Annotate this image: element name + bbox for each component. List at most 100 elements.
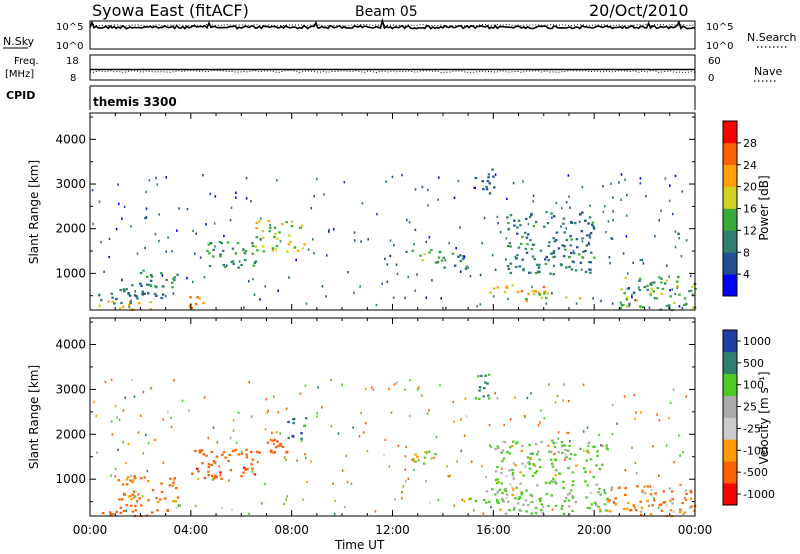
velocity-cell — [501, 441, 505, 444]
velocity-cell — [273, 442, 275, 445]
power-cell — [688, 290, 691, 293]
velocity-cell — [274, 446, 278, 449]
velocity-cell — [429, 501, 431, 504]
velocity-cell — [127, 442, 130, 446]
power-cell — [531, 255, 535, 258]
velocity-cell — [286, 450, 289, 453]
power-cell — [660, 277, 663, 280]
power-cbar-swatch — [723, 274, 737, 297]
velocity-cell — [682, 512, 685, 515]
velocity-cell — [132, 490, 136, 493]
power-cell — [223, 265, 227, 269]
velocity-cell — [668, 487, 672, 490]
power-cell — [444, 259, 447, 262]
power-cell — [240, 263, 243, 266]
velocity-cell — [542, 505, 544, 509]
power-cell — [668, 304, 671, 307]
velocity-cell — [511, 469, 515, 472]
velocity-cell — [421, 394, 423, 397]
power-cell — [507, 228, 510, 231]
power-cell — [646, 284, 649, 287]
velocity-cell — [232, 419, 235, 422]
power-cell — [381, 282, 383, 285]
power-cbar-swatch — [723, 121, 737, 144]
power-cell — [674, 230, 677, 233]
power-cell — [570, 268, 574, 271]
velocity-cell — [623, 395, 626, 398]
power-cell — [389, 239, 392, 242]
velocity-cell — [484, 381, 487, 384]
power-cell — [481, 242, 483, 245]
velocity-cell — [212, 426, 215, 429]
velocity-cell — [511, 486, 514, 489]
velocity-cell — [605, 444, 608, 447]
power-cell — [310, 206, 313, 210]
velocity-cell — [673, 460, 676, 464]
velocity-cell — [250, 415, 253, 418]
velocity-cell — [133, 395, 136, 398]
power-cell — [158, 239, 160, 243]
power-cell — [264, 285, 266, 288]
power-cell — [361, 202, 364, 205]
velocity-cell — [478, 389, 481, 392]
power-cell — [414, 228, 417, 232]
power-cell — [328, 228, 330, 231]
power-cell — [113, 302, 116, 305]
power-cell — [676, 286, 679, 290]
velocity-cell — [501, 449, 505, 452]
power-cell — [620, 304, 623, 307]
velocity-cell — [426, 451, 428, 455]
power-cell — [111, 300, 114, 303]
velocity-cell — [646, 485, 650, 488]
power-cbar-swatch — [723, 208, 737, 231]
velocity-cell — [561, 505, 564, 508]
velocity-cell — [614, 497, 617, 500]
power-cell — [98, 200, 101, 203]
power-cell — [273, 235, 276, 239]
velocity-cell — [488, 424, 491, 427]
power-cell — [156, 286, 158, 289]
velocity-cell — [679, 483, 682, 486]
power-cell — [332, 228, 335, 231]
power-cell — [125, 288, 128, 291]
power-cell — [442, 256, 445, 259]
velocity-cell — [384, 438, 387, 441]
power-cell — [584, 219, 587, 222]
velocity-cell — [360, 412, 362, 415]
velocity-cell — [211, 478, 214, 481]
power-cell — [312, 238, 314, 241]
power-cell — [416, 273, 418, 276]
velocity-cell — [334, 499, 336, 503]
velocity-cell — [305, 456, 307, 460]
velocity-cell — [285, 458, 287, 461]
velocity-cell — [468, 497, 471, 501]
velocity-cell — [516, 441, 519, 444]
velocity-cell — [416, 456, 419, 459]
power-frame — [89, 112, 696, 311]
velocity-cell — [669, 509, 673, 512]
power-cell — [120, 301, 123, 305]
velocity-cell — [410, 458, 414, 461]
velocity-cell — [552, 441, 554, 444]
velocity-cell — [207, 474, 210, 477]
velocity-cell — [316, 411, 319, 415]
power-cbar-swatch — [723, 252, 737, 275]
velocity-cell — [504, 487, 508, 490]
power-cell — [671, 288, 674, 291]
velocity-cell — [388, 465, 391, 468]
velocity-cell — [520, 449, 523, 452]
velocity-cell — [598, 433, 600, 436]
velocity-cell — [571, 509, 574, 513]
velocity-cell — [110, 420, 113, 423]
power-cell — [534, 272, 538, 275]
power-cell — [507, 267, 510, 270]
power-cell — [91, 188, 94, 192]
power-cell — [443, 266, 446, 269]
velocity-cell — [678, 511, 682, 514]
power-cell — [546, 292, 549, 295]
velocity-cell — [117, 448, 119, 452]
velocity-cell — [527, 503, 530, 507]
velocity-cbar-swatch — [723, 439, 737, 462]
power-ytick-label: 1000 — [55, 266, 86, 280]
velocity-cell — [487, 373, 491, 376]
